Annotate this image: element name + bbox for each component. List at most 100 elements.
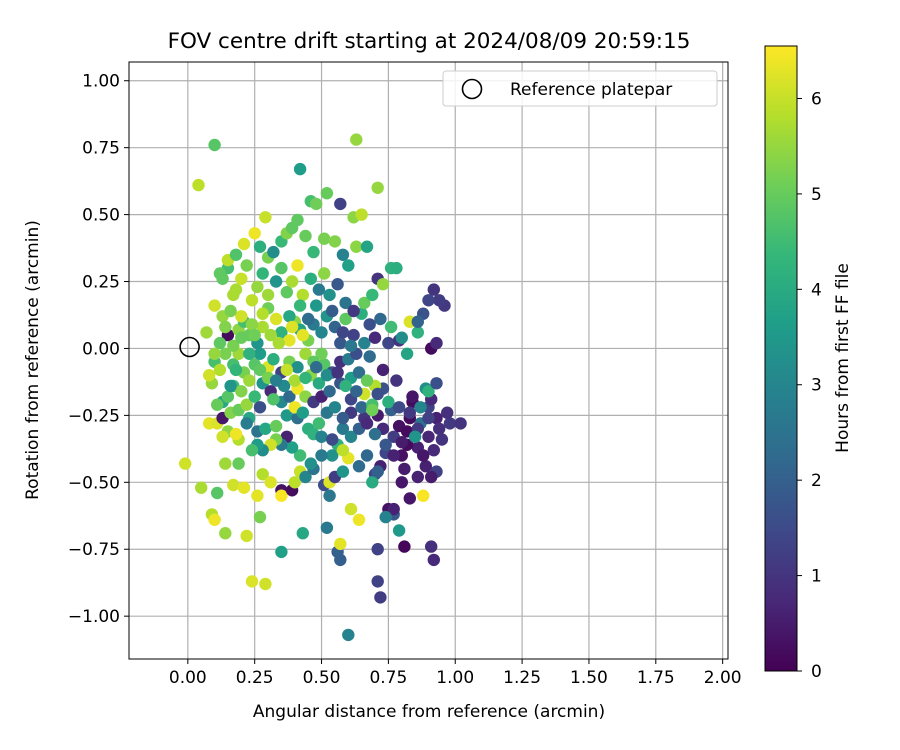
scatter-point	[435, 433, 449, 446]
scatter-point	[293, 449, 307, 462]
scatter-point	[312, 417, 326, 430]
scatter-point	[366, 476, 379, 489]
scatter-point	[331, 366, 344, 379]
scatter-point	[411, 470, 424, 484]
colorbar-tick-label: 0	[811, 662, 822, 682]
scatter-point	[291, 259, 304, 272]
scatter-point	[358, 336, 371, 350]
x-tick-label: 0.50	[303, 668, 341, 688]
scatter-point	[328, 401, 342, 414]
scatter-point	[208, 299, 221, 312]
colorbar: 0 1 2 3 4 5 6 Hours from first FF file	[764, 45, 853, 682]
scatter-point	[302, 312, 315, 326]
scatter-point	[219, 320, 232, 334]
scatter-point	[350, 240, 363, 253]
scatter-point	[411, 326, 424, 339]
scatter-point	[363, 350, 376, 363]
colorbar-tick-label: 4	[811, 280, 822, 300]
scatter-point	[285, 275, 299, 288]
scatter-point	[195, 481, 208, 494]
scatter-point	[382, 336, 395, 350]
scatter-point	[296, 406, 309, 419]
scatter-point	[387, 502, 400, 516]
scatter-point	[347, 328, 360, 342]
scatter-point	[422, 385, 435, 398]
scatter-point	[203, 369, 216, 382]
scatter-point	[371, 181, 384, 194]
legend-box	[442, 70, 718, 107]
scatter-point	[259, 422, 272, 435]
scatter-point	[400, 347, 414, 360]
scatter-point	[368, 331, 382, 344]
scatter-point	[296, 527, 309, 540]
scatter-point	[342, 259, 355, 272]
colorbar-tick-label: 3	[811, 376, 822, 396]
scatter-point	[379, 510, 392, 524]
scatter-point	[216, 430, 229, 443]
scatter-point	[280, 286, 293, 299]
scatter-point	[248, 227, 261, 240]
scatter-point	[334, 336, 347, 350]
scatter-point	[326, 433, 339, 446]
scatter-point	[352, 513, 366, 526]
scatter-point	[293, 162, 307, 176]
scatter-point	[422, 294, 435, 307]
scatter-point	[347, 304, 360, 318]
scatter-point	[336, 411, 350, 425]
scatter-point	[264, 328, 277, 342]
scatter-point	[213, 336, 227, 350]
scatter-point	[245, 575, 259, 588]
scatter-point	[269, 374, 283, 387]
scatter-point	[256, 320, 269, 334]
scatter-point	[414, 401, 427, 414]
scatter-point	[358, 296, 371, 310]
scatter-point	[376, 363, 390, 377]
scatter-point	[350, 133, 363, 146]
scatter-point	[352, 366, 366, 379]
scatter-point	[395, 436, 408, 449]
x-tick-label: 1.50	[570, 668, 608, 688]
scatter-point	[299, 229, 312, 243]
scatter-point	[374, 591, 387, 604]
scatter-point	[371, 575, 384, 588]
scatter-point	[390, 261, 403, 275]
scatter-point	[336, 465, 350, 478]
scatter-point	[312, 283, 326, 296]
scatter-point	[229, 427, 243, 441]
x-tick-label: 1.00	[436, 668, 474, 688]
scatter-point	[259, 211, 272, 224]
scatter-point	[213, 363, 227, 377]
y-tick-label: 0.25	[82, 273, 120, 293]
reference-platepar-marker	[179, 336, 200, 358]
scatter-point	[240, 398, 253, 411]
scatter-point	[326, 449, 339, 462]
scatter-point	[425, 540, 438, 553]
scatter-point	[251, 280, 264, 294]
scatter-point	[336, 444, 350, 457]
scatter-point	[323, 288, 336, 302]
scatter-point	[310, 197, 323, 211]
scatter-point	[339, 379, 352, 393]
scatter-point	[427, 553, 440, 567]
scatter-point	[350, 385, 363, 398]
scatter-point	[366, 288, 379, 302]
x-tick-label: 0.75	[369, 668, 407, 688]
scatter-point	[296, 288, 309, 302]
chart-title: FOV centre drift starting at 2024/08/09 …	[168, 29, 691, 54]
scatter-point	[403, 492, 416, 505]
scatter-point	[253, 510, 267, 524]
scatter-point	[240, 417, 253, 430]
scatter-point	[366, 403, 379, 417]
scatter-point	[417, 489, 430, 502]
x-axis-label: Angular distance from reference (arcmin)	[253, 702, 605, 722]
scatter-point	[240, 259, 253, 272]
y-axis-ticks: 1.00 0.75 0.50 0.25 0.00 −0.25 −0.50 −0.75 −1.00	[68, 72, 129, 627]
scatter-point	[235, 331, 248, 344]
scatter-point	[310, 361, 323, 374]
scatter-point	[344, 430, 358, 443]
scatter-point	[318, 232, 331, 245]
scatter-point	[224, 379, 237, 393]
scatter-point	[229, 248, 243, 261]
scatter-point	[267, 353, 280, 366]
legend-open-circle-icon	[461, 78, 483, 100]
